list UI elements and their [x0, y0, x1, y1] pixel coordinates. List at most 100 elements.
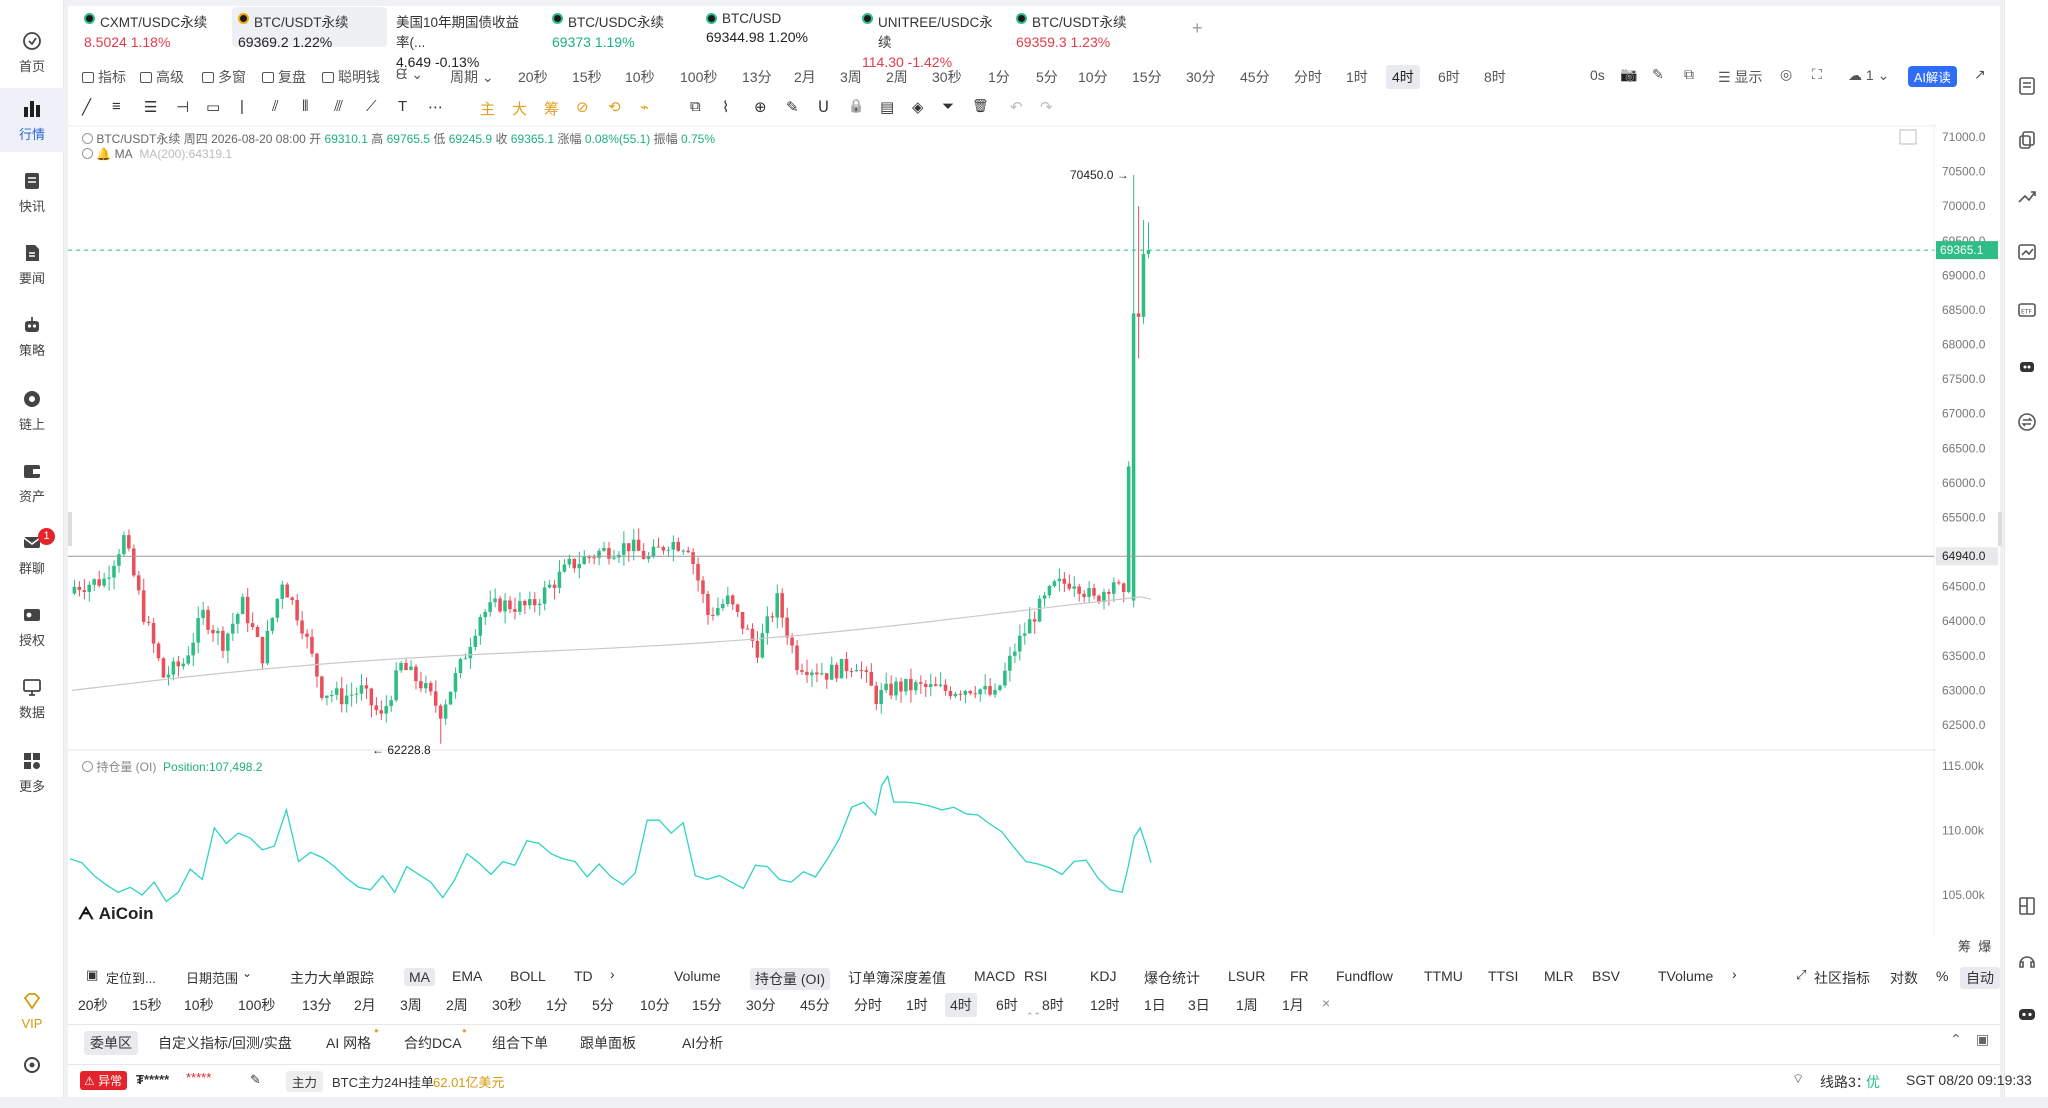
period-option[interactable]: 2周 — [446, 997, 468, 1013]
nav-item-1[interactable]: 行情 — [0, 88, 64, 152]
share-icon[interactable]: ↗ — [1974, 66, 1986, 82]
period-option[interactable]: 1分 — [546, 997, 568, 1013]
period-option[interactable]: 1日 — [1144, 997, 1166, 1013]
vip-button[interactable]: VIP — [0, 980, 64, 1044]
period-option[interactable]: 2月 — [794, 69, 816, 85]
copy-icon[interactable] — [2017, 130, 2037, 150]
indicator-sub-8[interactable]: FR — [1290, 968, 1309, 984]
layers-icon[interactable]: ◈ — [912, 99, 924, 116]
assistant-icon[interactable] — [2017, 1004, 2037, 1024]
liquidation-label[interactable]: 爆 — [1978, 939, 1992, 954]
period-option[interactable]: 1分 — [988, 69, 1010, 85]
nav-item-2[interactable]: 快讯 — [0, 160, 64, 224]
rectangle-icon[interactable]: ▭ — [206, 99, 221, 116]
camera-icon[interactable]: 📷 — [1620, 66, 1638, 82]
bell-icon[interactable]: 🔔 — [96, 147, 112, 161]
highlight-icon[interactable]: ⊘ — [576, 99, 589, 116]
chevron-up-icon[interactable]: ⌃ — [1950, 1031, 1962, 1047]
indicator-sub-4[interactable]: RSI — [1024, 968, 1048, 984]
period-option[interactable]: 8时 — [1042, 997, 1064, 1013]
community-indicators[interactable]: 社区指标 — [1814, 970, 1870, 986]
indicator-main-2[interactable]: BOLL — [510, 968, 546, 984]
panel-tab-4[interactable]: 组合下单 — [492, 1035, 548, 1051]
grid-lines-icon[interactable]: ⦀ — [302, 98, 309, 115]
whale-tracking-button[interactable]: 主力大单跟踪 — [290, 970, 374, 986]
period-option[interactable]: 13分 — [302, 997, 332, 1013]
period-option[interactable]: 5分 — [1036, 69, 1058, 85]
period-option[interactable]: 6时 — [996, 997, 1018, 1013]
window-icon[interactable]: ▣ — [1976, 1031, 1990, 1047]
period-option[interactable]: 20秒 — [518, 69, 548, 85]
clock[interactable]: SGT 08/20 09:19:33 — [1906, 1072, 2032, 1088]
trendline-icon[interactable]: ╱ — [82, 99, 92, 116]
text-icon[interactable]: T — [398, 98, 408, 115]
main-force-icon[interactable]: 主 — [480, 101, 496, 118]
panel-tab-5[interactable]: 跟单面板 — [580, 1035, 636, 1051]
chips-label[interactable]: 筹 — [1958, 939, 1972, 954]
period-option[interactable]: 10分 — [640, 997, 670, 1013]
period-option[interactable]: 3周 — [840, 69, 862, 85]
etf-icon[interactable]: ETF — [2017, 300, 2037, 320]
alert-badge[interactable]: ⚠ 异常 — [80, 1071, 128, 1090]
indicator-sub-2[interactable]: 订单簿深度差值 — [848, 970, 946, 986]
nav-item-4[interactable]: 策略 — [0, 304, 64, 368]
panel-tab-1[interactable]: 自定义指标/回测/实盘 — [158, 1035, 292, 1051]
period-option[interactable]: 45分 — [1240, 69, 1270, 85]
ticker-tab[interactable]: UNITREE/USDC永续 114.30 -1.42% — [856, 7, 1006, 70]
settings-button[interactable] — [0, 1044, 64, 1108]
ai-interpret-button[interactable]: AI解读 — [1908, 66, 1957, 87]
display-menu[interactable]: ☰ 显示 — [1718, 67, 1762, 87]
period-option[interactable]: 15分 — [1132, 69, 1162, 85]
period-option[interactable]: 12时 — [1090, 997, 1120, 1013]
period-option[interactable]: 13分 — [742, 69, 772, 85]
fullscreen-icon[interactable]: ⛶ — [1812, 66, 1822, 82]
tool-advanced[interactable]: 高级 — [140, 67, 184, 87]
period-option[interactable]: 10秒 — [184, 997, 214, 1013]
period-option[interactable]: 15分 — [692, 997, 722, 1013]
nav-item-8[interactable]: 授权 — [0, 594, 64, 658]
indicator-sub-6[interactable]: 爆仓统计 — [1144, 970, 1200, 986]
period-option[interactable]: 2周 — [886, 69, 908, 85]
tool-indicator[interactable]: 指标 — [82, 67, 126, 87]
layout-icon[interactable] — [2017, 896, 2037, 916]
panel-tab-0[interactable]: 委单区 — [84, 1031, 138, 1055]
indicator-sub-10[interactable]: TTMU — [1424, 968, 1463, 984]
chips-icon[interactable]: 筹 — [544, 101, 560, 118]
horizontal-lines-icon[interactable]: ☰ — [144, 99, 158, 116]
right-resize-handle[interactable] — [1998, 512, 2002, 546]
period-option[interactable]: 5分 — [592, 997, 614, 1013]
ticker-tab[interactable]: BTC/USDC永续 69373 1.19% — [546, 7, 696, 50]
nav-item-3[interactable]: 要闻 — [0, 232, 64, 296]
parallel-lines-icon[interactable]: ≡ — [112, 98, 121, 115]
rotate-icon[interactable]: ⟲ — [608, 99, 621, 116]
user-stars[interactable]: ***** — [186, 1070, 212, 1085]
price-chart[interactable]: 71000.070500.070000.069500.069000.068500… — [68, 124, 2004, 940]
chevron-right-icon[interactable]: › — [1732, 966, 1737, 982]
indicator-main-0[interactable]: MA — [404, 968, 435, 986]
ticker-tab[interactable]: BTC/USDT永续 69369.2 1.22% — [232, 7, 387, 50]
period-option[interactable]: 1周 — [1236, 997, 1258, 1013]
indicator-sub-1[interactable]: 持仓量 (OI) — [750, 968, 830, 990]
headset-icon[interactable] — [2017, 952, 2037, 972]
ruler-icon[interactable]: ⌇ — [722, 99, 730, 116]
nav-item-6[interactable]: 资产 — [0, 450, 64, 514]
nav-item-9[interactable]: 数据 — [0, 666, 64, 730]
collapse-icon[interactable] — [82, 133, 93, 144]
indicator-sub-13[interactable]: BSV — [1592, 968, 1621, 984]
period-option[interactable]: 8时 — [1484, 69, 1506, 85]
period-option[interactable]: 100秒 — [238, 997, 276, 1013]
period-option[interactable]: 3日 — [1188, 997, 1210, 1013]
period-option[interactable]: 分时 — [854, 997, 882, 1013]
tool-smart[interactable]: 聪明钱 — [322, 67, 380, 87]
panel-tab-6[interactable]: AI分析 — [682, 1035, 724, 1051]
indicator-main-1[interactable]: EMA — [452, 968, 483, 984]
drag-handle[interactable]: ⌃⌃ — [1026, 1011, 1042, 1021]
target-icon[interactable]: ◎ — [1780, 66, 1793, 82]
log-toggle[interactable]: 对数 — [1890, 970, 1918, 986]
collapse-ma-icon[interactable] — [82, 148, 93, 159]
tool-replay[interactable]: 复盘 — [262, 67, 306, 87]
layers-dropdown[interactable]: ☁ 1 ⌄ — [1848, 67, 1889, 84]
period-option[interactable]: 1月 — [1282, 997, 1304, 1013]
measure-icon[interactable]: ⟋ — [366, 98, 377, 115]
ticker-tab[interactable]: CXMT/USDC永续 8.5024 1.18% — [78, 7, 228, 50]
